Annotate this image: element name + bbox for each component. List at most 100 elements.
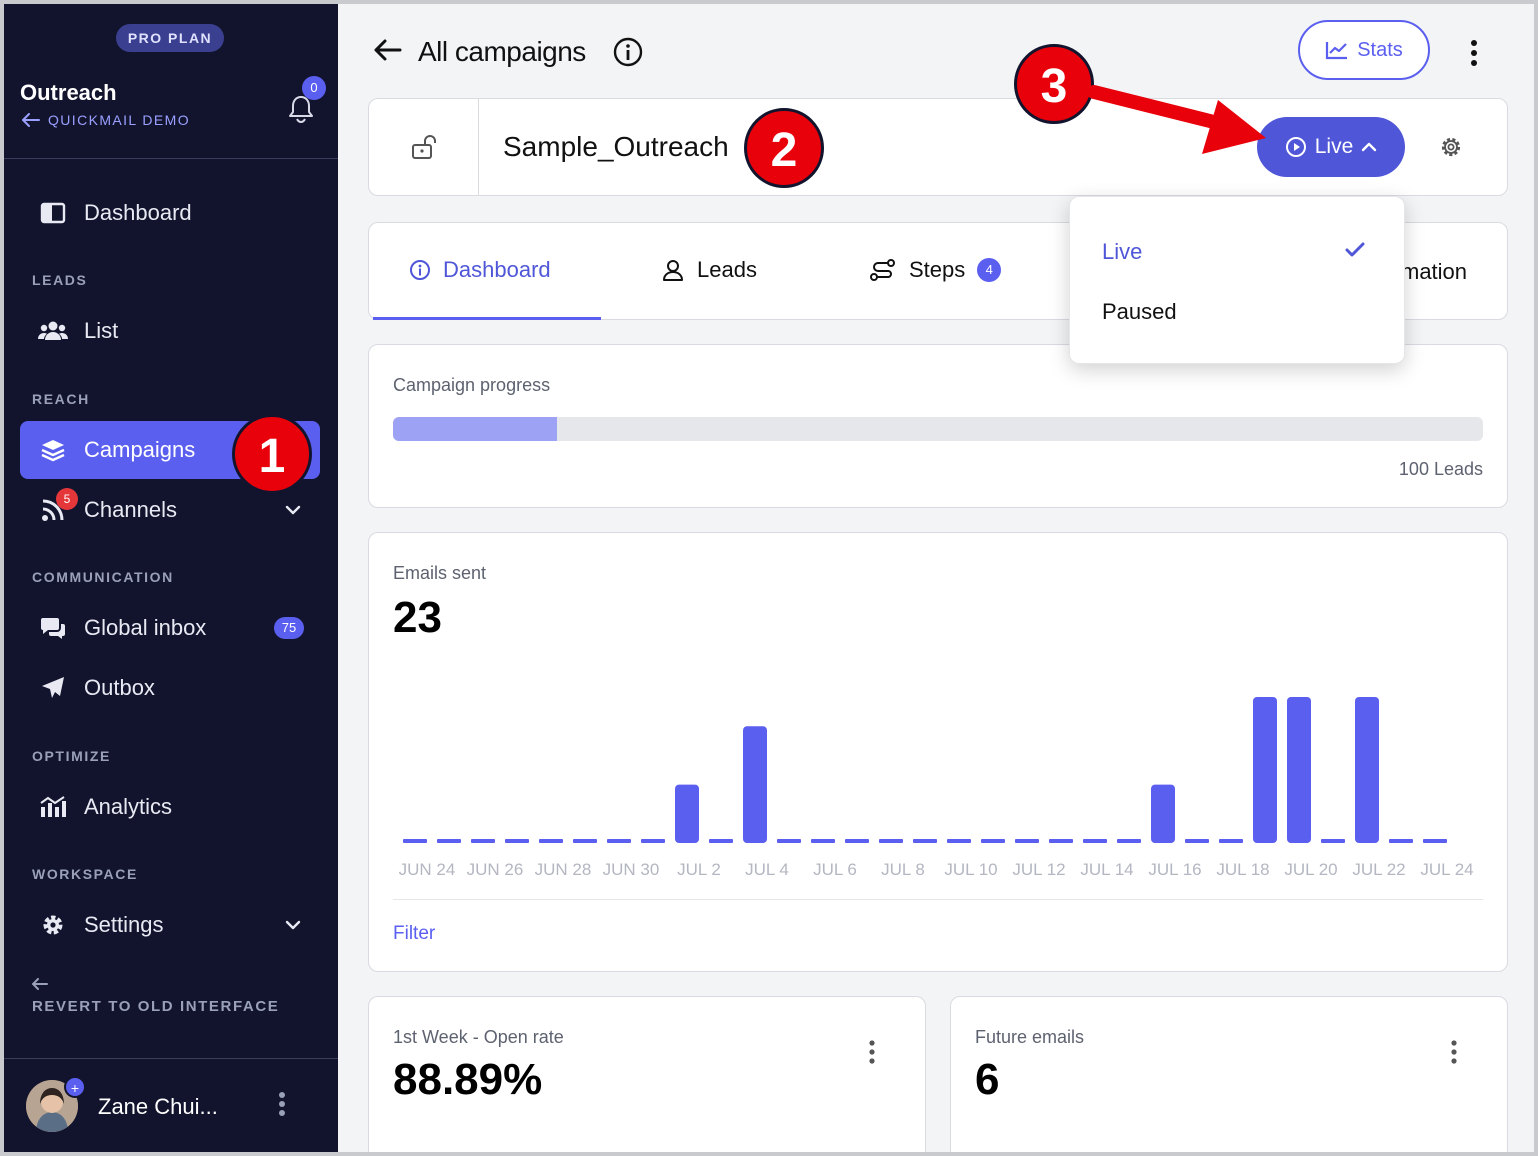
sidebar-item-label: Outbox [84,675,155,700]
sidebar-item-outbox[interactable]: Outbox [20,659,320,717]
sidebar-item-label: Channels [84,497,177,522]
campaign-name[interactable]: Sample_Outreach [503,131,729,162]
x-tick-label: JUL 6 [813,860,857,879]
chart-bar-jun-29[interactable] [573,839,597,843]
active-tab-indicator [373,317,601,320]
x-tick-label: JUN 26 [467,860,524,879]
x-tick-label: JUL 16 [1148,860,1201,879]
section-title-leads: LEADS [32,272,88,288]
org-switch-link[interactable]: QUICKMAIL DEMO [22,112,190,128]
chart-bar-jul-1[interactable] [641,839,665,843]
user-name: Zane Chui... [98,1094,218,1119]
page-title: All campaigns [418,36,586,67]
more-vertical-icon[interactable] [867,1039,877,1065]
chart-bar-jul-10[interactable] [947,839,971,843]
annotation-marker-2: 2 [744,108,824,188]
bell-icon[interactable] [286,94,316,124]
avatar-add-badge[interactable]: + [64,1076,86,1098]
progress-leads-count: 100 Leads [1398,459,1483,479]
status-toggle-button[interactable]: Live [1257,117,1405,177]
tab-leads[interactable]: Leads [661,257,757,283]
chart-bar-jul-6[interactable] [811,839,835,843]
progress-label: Campaign progress [393,375,551,395]
chart-bar-jul-8[interactable] [879,839,903,843]
chart-bar-jul-9[interactable] [913,839,937,843]
open-rate-label: 1st Week - Open rate [393,1027,564,1047]
chart-bar-jul-21[interactable] [1321,839,1345,843]
chart-bar-jul-16[interactable] [1151,784,1175,843]
sidebar-item-label: List [84,318,119,343]
chart-bar-jul-23[interactable] [1389,839,1413,843]
sidebar-item-settings[interactable]: Settings [20,896,320,954]
more-vertical-icon[interactable] [1468,38,1480,68]
emails-sent-card: Emails sent 23 JUN 24 JUN 26 JUN 28 JUN 30 J… [368,532,1508,972]
x-tick-label: JUL 14 [1080,860,1133,879]
x-tick-label: JUN 30 [603,860,660,879]
chart-bar-jul-15[interactable] [1117,839,1141,843]
org-name: Outreach [20,80,117,105]
arrow-left-icon [32,978,48,990]
chart-bar-jul-24[interactable] [1423,839,1447,843]
info-icon[interactable] [612,36,644,68]
sidebar-divider [4,158,338,159]
chart-bar-jul-17[interactable] [1185,839,1209,843]
section-title-reach: REACH [32,391,90,407]
unlock-icon [411,135,436,159]
tab-dashboard[interactable]: Dashboard [409,257,551,283]
x-tick-label: JUN 24 [399,860,456,879]
sidebar-item-dashboard[interactable]: Dashboard [20,184,320,242]
info-icon [410,260,430,280]
chart-bar-jun-26[interactable] [471,839,495,843]
chart-bar-jul-22[interactable] [1355,697,1379,843]
sidebar-item-analytics[interactable]: Analytics [20,778,320,836]
chart-bar-jul-5[interactable] [777,839,801,843]
sidebar-item-label: Settings [84,912,164,937]
status-option-live[interactable]: Live [1102,239,1143,264]
chart-bar-jul-4[interactable] [743,726,767,843]
chart-bar-jun-25[interactable] [437,839,461,843]
lock-toggle[interactable] [369,99,479,195]
revert-interface-link[interactable]: REVERT TO OLD INTERFACE [32,998,280,1015]
chart-bar-jul-19[interactable] [1253,697,1277,843]
section-title-optimize: OPTIMIZE [32,748,111,764]
chart-bar-jul-3[interactable] [709,839,733,843]
chart-bar-jul-11[interactable] [981,839,1005,843]
chart-bar-jun-24[interactable] [403,839,427,843]
chart-bar-jun-27[interactable] [505,839,529,843]
check-icon [1345,242,1365,257]
arrow-left-icon [22,113,40,127]
future-emails-card: Future emails 6 [950,996,1508,1152]
chart-bar-jun-30[interactable] [607,839,631,843]
campaign-settings-icon[interactable] [1439,135,1463,159]
chart-bar-jul-18[interactable] [1219,839,1243,843]
avatar[interactable] [26,1080,78,1132]
stats-button[interactable]: Stats [1298,20,1430,80]
play-circle-icon [1285,137,1306,157]
filter-link[interactable]: Filter [393,923,436,944]
rss-icon [38,495,68,525]
campaign-header-card: Sample_Outreach Live [368,98,1508,196]
chart-bar-jul-7[interactable] [845,839,869,843]
more-vertical-icon[interactable] [276,1090,288,1118]
sidebar-item-label: Dashboard [84,200,192,225]
chart-bar-jul-13[interactable] [1049,839,1073,843]
chart-bar-jul-20[interactable] [1287,697,1311,843]
chart-bar-jul-2[interactable] [675,784,699,843]
emails-sent-label: Emails sent [393,563,487,583]
chart-bar-jul-12[interactable] [1015,839,1039,843]
back-arrow-icon[interactable] [372,38,402,62]
sidebar-item-channels[interactable]: Channels [20,481,320,539]
more-vertical-icon[interactable] [1449,1039,1459,1065]
chevron-down-icon [285,920,301,930]
tab-steps[interactable]: Steps 4 [869,257,1002,283]
future-emails-value: 6 [975,1055,1000,1104]
section-title-communication: COMMUNICATION [32,569,174,585]
line-chart-icon [1326,42,1348,60]
chart-bar-jul-14[interactable] [1083,839,1107,843]
status-option-paused[interactable]: Paused [1102,299,1177,324]
chart-bar-jun-28[interactable] [539,839,563,843]
sidebar-item-list[interactable]: List [20,302,320,360]
layers-icon [38,435,68,465]
sidebar-item-global-inbox[interactable]: Global inbox 75 [20,599,320,657]
tab-automation[interactable]: mation [1401,259,1468,284]
